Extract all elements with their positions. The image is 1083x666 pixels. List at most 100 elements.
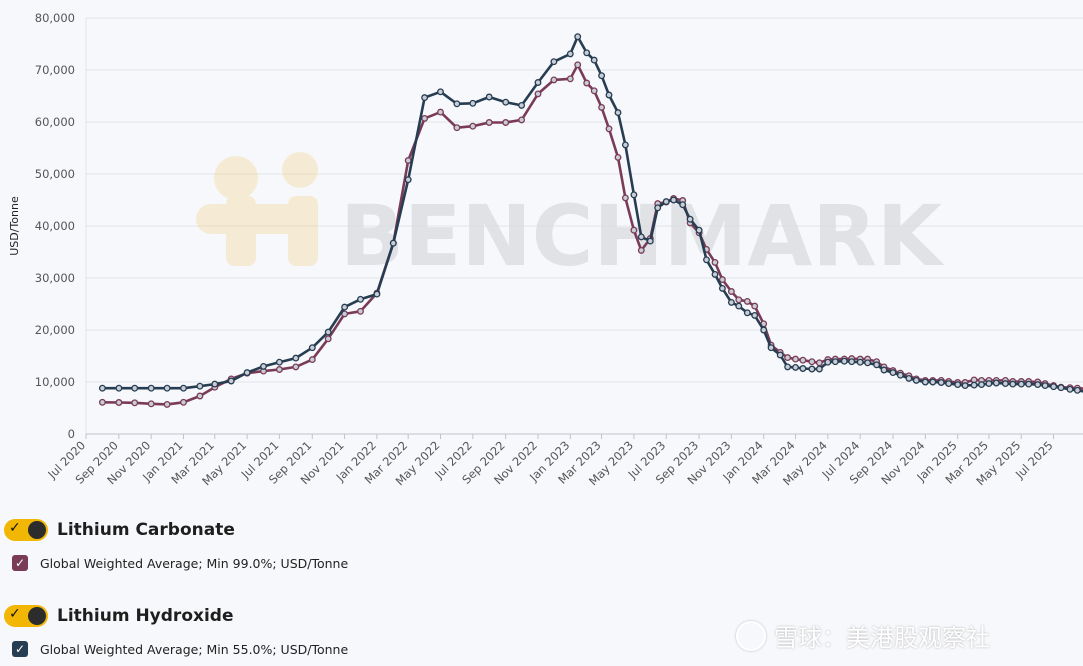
data-point[interactable] — [502, 119, 510, 126]
data-point[interactable] — [1057, 384, 1065, 392]
data-point[interactable] — [1009, 380, 1017, 388]
data-point[interactable] — [389, 239, 397, 247]
data-point[interactable] — [147, 384, 155, 392]
data-point[interactable] — [1073, 386, 1081, 394]
data-point[interactable] — [614, 109, 622, 117]
data-point[interactable] — [970, 381, 978, 389]
data-point[interactable] — [864, 359, 872, 367]
data-point[interactable] — [880, 366, 888, 374]
data-point[interactable] — [421, 114, 429, 122]
data-point[interactable] — [686, 215, 694, 223]
data-point[interactable] — [115, 399, 123, 406]
data-point[interactable] — [784, 354, 792, 362]
data-point[interactable] — [260, 362, 267, 370]
data-point[interactable] — [583, 79, 591, 87]
data-point[interactable] — [743, 309, 751, 317]
data-point[interactable] — [824, 358, 832, 366]
data-point[interactable] — [630, 226, 638, 234]
data-point[interactable] — [227, 377, 235, 385]
data-point[interactable] — [905, 374, 913, 382]
data-point[interactable] — [131, 384, 139, 392]
data-point[interactable] — [711, 270, 719, 278]
data-point[interactable] — [469, 122, 477, 130]
data-point[interactable] — [341, 303, 349, 311]
data-point[interactable] — [180, 384, 187, 392]
data-point[interactable] — [485, 119, 493, 126]
data-point[interactable] — [437, 108, 444, 116]
data-point[interactable] — [945, 380, 953, 388]
data-point[interactable] — [518, 116, 526, 124]
data-point[interactable] — [727, 298, 735, 306]
data-point[interactable] — [856, 358, 864, 366]
data-point[interactable] — [196, 382, 204, 390]
data-point[interactable] — [243, 369, 251, 377]
data-point[interactable] — [574, 33, 582, 41]
data-point[interactable] — [985, 380, 993, 388]
data-point[interactable] — [727, 288, 735, 295]
lithium-carbonate-toggle[interactable]: ✓ — [4, 519, 48, 541]
data-point[interactable] — [1050, 383, 1058, 391]
data-point[interactable] — [598, 103, 606, 111]
data-point[interactable] — [357, 295, 364, 303]
data-point[interactable] — [574, 61, 582, 69]
data-point[interactable] — [848, 358, 856, 366]
data-point[interactable] — [605, 125, 613, 133]
data-point[interactable] — [196, 392, 204, 400]
data-point[interactable] — [131, 399, 139, 407]
data-point[interactable] — [598, 72, 606, 80]
data-point[interactable] — [180, 398, 187, 406]
data-point[interactable] — [815, 365, 823, 373]
data-point[interactable] — [211, 380, 219, 388]
data-point[interactable] — [961, 382, 969, 390]
data-point[interactable] — [1001, 380, 1009, 388]
data-point[interactable] — [275, 366, 283, 373]
data-point[interactable] — [621, 194, 629, 202]
data-point[interactable] — [453, 124, 461, 132]
data-point[interactable] — [373, 290, 381, 298]
data-point[interactable] — [929, 378, 937, 386]
data-point[interactable] — [324, 328, 332, 336]
data-point[interactable] — [1041, 382, 1049, 390]
data-point[interactable] — [889, 369, 897, 377]
data-point[interactable] — [485, 93, 493, 101]
lithium-hydroxide-toggle[interactable]: ✓ — [4, 605, 48, 627]
data-point[interactable] — [718, 276, 726, 284]
data-point[interactable] — [784, 363, 792, 371]
data-point[interactable] — [292, 363, 300, 371]
data-point[interactable] — [590, 56, 598, 64]
data-point[interactable] — [646, 237, 654, 245]
data-point[interactable] — [718, 284, 726, 292]
data-point[interactable] — [163, 400, 171, 408]
data-point[interactable] — [840, 357, 848, 365]
data-point[interactable] — [760, 326, 768, 334]
data-point[interactable] — [324, 335, 332, 343]
data-point[interactable] — [453, 100, 461, 108]
data-point[interactable] — [896, 371, 904, 379]
data-point[interactable] — [292, 354, 300, 362]
data-point[interactable] — [1066, 385, 1074, 393]
data-point[interactable] — [566, 75, 574, 83]
data-point[interactable] — [873, 361, 881, 369]
data-point[interactable] — [98, 398, 106, 406]
data-point[interactable] — [550, 76, 558, 84]
data-point[interactable] — [421, 94, 429, 102]
data-point[interactable] — [654, 204, 662, 212]
data-point[interactable] — [534, 79, 542, 86]
data-point[interactable] — [1025, 380, 1033, 388]
data-point[interactable] — [590, 87, 598, 95]
data-point[interactable] — [605, 91, 613, 99]
data-point[interactable] — [147, 400, 155, 408]
data-point[interactable] — [469, 99, 477, 107]
data-point[interactable] — [792, 363, 799, 371]
data-point[interactable] — [767, 344, 775, 352]
data-point[interactable] — [831, 358, 839, 366]
data-point[interactable] — [954, 381, 962, 389]
data-point[interactable] — [735, 302, 743, 310]
data-point[interactable] — [679, 201, 687, 209]
data-point[interactable] — [711, 258, 719, 266]
data-point[interactable] — [115, 384, 123, 392]
data-point[interactable] — [566, 50, 574, 58]
data-point[interactable] — [404, 157, 412, 164]
data-point[interactable] — [502, 98, 510, 106]
data-point[interactable] — [695, 226, 703, 234]
